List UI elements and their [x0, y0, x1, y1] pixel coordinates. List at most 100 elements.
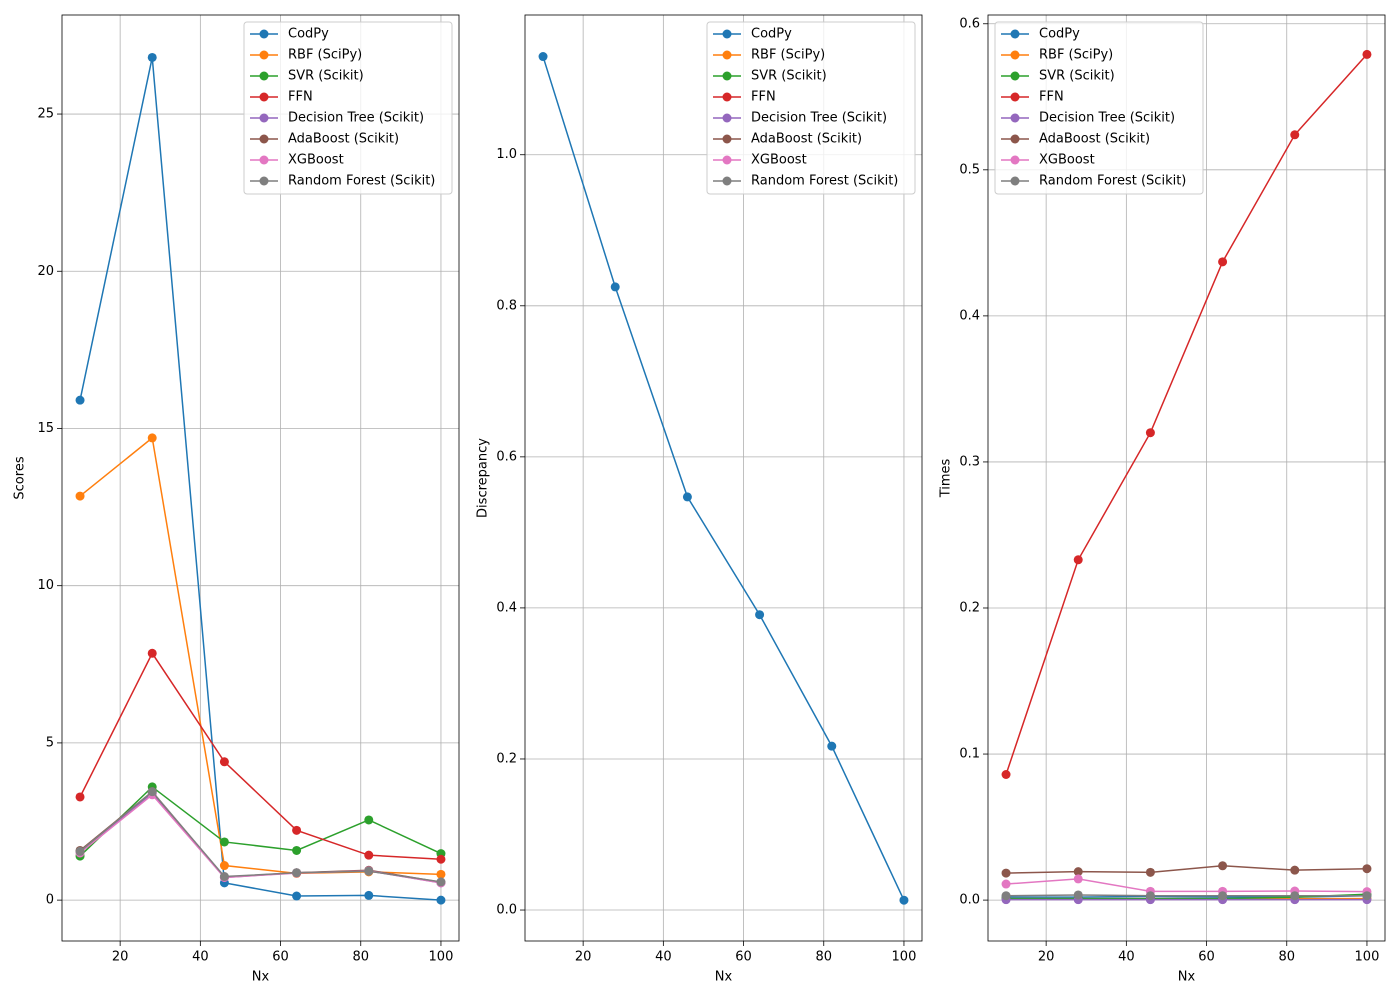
- data-point: [219, 757, 229, 767]
- data-point: [1290, 130, 1300, 140]
- legend-marker: [259, 92, 269, 102]
- legend-box: [994, 21, 1204, 195]
- legend-marker: [722, 71, 732, 81]
- y-tick-label: 0: [46, 893, 54, 908]
- axes-frame: [61, 14, 460, 942]
- legend-label: RBF (SciPy): [751, 48, 825, 63]
- y-tick-label: 1.0: [496, 147, 517, 162]
- y-axis-label: Times: [939, 458, 954, 498]
- series-line: [79, 790, 442, 883]
- data-point: [75, 846, 85, 856]
- y-tick-label: 0.6: [959, 16, 980, 31]
- legend-label: FFN: [751, 90, 776, 105]
- legend-box: [243, 21, 453, 195]
- legend-label: Decision Tree (Scikit): [1039, 111, 1175, 126]
- series-line: [1005, 878, 1367, 893]
- legend-box: [706, 21, 916, 195]
- y-tick-label: 0.8: [496, 298, 517, 313]
- x-tick-label: 20: [1038, 950, 1055, 965]
- subplot: 20 40 60 80 100 0.0 0.2 0.4 0.6 0.8 1.0 Nx Discrepan…: [476, 14, 923, 985]
- series-line: [1006, 894, 1367, 897]
- x-tick-label: 40: [192, 950, 209, 965]
- legend-label: FFN: [288, 90, 313, 105]
- data-point: [827, 741, 837, 751]
- data-point: [899, 895, 909, 905]
- data-point: [436, 877, 446, 887]
- legend-marker: [722, 29, 732, 39]
- legend-marker: [1010, 71, 1020, 81]
- data-point: [538, 52, 548, 62]
- legend-label: FFN: [1039, 90, 1064, 105]
- x-tick-label: 40: [1118, 950, 1135, 965]
- data-point: [436, 854, 446, 864]
- legend-label: CodPy: [1039, 27, 1080, 42]
- legend-marker: [259, 71, 269, 81]
- y-tick-label: 0.2: [496, 751, 517, 766]
- x-tick-label: 60: [1198, 950, 1215, 965]
- legend-marker: [1010, 29, 1020, 39]
- x-axis-label: Nx: [252, 970, 270, 985]
- data-point: [610, 282, 620, 292]
- legend-marker: [1010, 176, 1020, 186]
- y-tick-label: 0.2: [959, 600, 980, 615]
- legend-label: AdaBoost (Scikit): [751, 132, 862, 147]
- data-point: [1290, 891, 1300, 901]
- x-tick-label: 80: [815, 950, 832, 965]
- data-point: [364, 850, 374, 860]
- legend-label: RBF (SciPy): [1039, 48, 1113, 63]
- data-point: [1001, 891, 1011, 901]
- y-tick-label: 5: [46, 735, 54, 750]
- series-line: [79, 651, 441, 860]
- data-point: [219, 872, 229, 882]
- x-tick-label: 20: [112, 950, 129, 965]
- legend-marker: [259, 50, 269, 60]
- legend-marker: [1010, 155, 1020, 165]
- x-tick-label: 20: [575, 950, 592, 965]
- data-point: [219, 837, 229, 847]
- data-point: [147, 648, 157, 658]
- legend-marker: [722, 50, 732, 60]
- x-axis-label: Nx: [1178, 970, 1196, 985]
- legend-marker: [722, 92, 732, 102]
- legend-label: Decision Tree (Scikit): [288, 111, 424, 126]
- legend-label: SVR (Scikit): [1039, 69, 1115, 84]
- data-point: [147, 433, 157, 443]
- data-point: [1218, 861, 1228, 871]
- legend-label: CodPy: [288, 27, 329, 42]
- data-point: [436, 895, 446, 905]
- y-tick-label: 10: [37, 578, 54, 593]
- y-tick-label: 25: [37, 107, 54, 122]
- legend-label: Random Forest (Scikit): [1039, 174, 1186, 189]
- y-tick-label: 0.3: [959, 454, 980, 469]
- data-point: [147, 52, 157, 62]
- data-point: [75, 491, 85, 501]
- data-point: [1001, 769, 1011, 779]
- data-point: [364, 866, 374, 876]
- data-point: [1001, 879, 1011, 889]
- data-point: [75, 792, 85, 802]
- x-tick-label: 100: [892, 950, 917, 965]
- data-point: [1073, 890, 1083, 900]
- legend-marker: [259, 113, 269, 123]
- legend-marker: [722, 134, 732, 144]
- y-axis-label: Scores: [13, 456, 28, 499]
- legend-label: Random Forest (Scikit): [751, 174, 898, 189]
- x-axis-label: Nx: [715, 970, 733, 985]
- legend-marker: [722, 113, 732, 123]
- y-tick-label: 0.4: [959, 308, 980, 323]
- data-point: [1218, 891, 1228, 901]
- axes-frame: [524, 14, 923, 942]
- data-point: [436, 869, 446, 879]
- data-point: [1145, 867, 1155, 877]
- legend-marker: [1010, 92, 1020, 102]
- data-point: [1362, 891, 1372, 901]
- y-tick-label: 0.6: [496, 449, 517, 464]
- series-line: [1005, 53, 1368, 775]
- legend-label: Decision Tree (Scikit): [751, 111, 887, 126]
- data-point: [1073, 555, 1083, 565]
- data-point: [292, 868, 302, 878]
- series-line: [1006, 893, 1367, 900]
- legend-marker: [722, 155, 732, 165]
- axes-frame: [987, 14, 1386, 942]
